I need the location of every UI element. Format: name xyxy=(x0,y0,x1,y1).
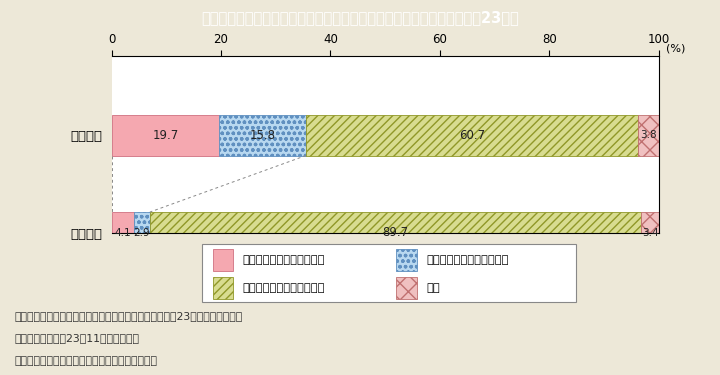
Text: (%): (%) xyxy=(666,44,685,54)
Bar xyxy=(396,277,417,299)
Text: 養育費を受けたことがある: 養育費を受けたことがある xyxy=(426,255,509,265)
Text: 4.1: 4.1 xyxy=(114,228,131,237)
Text: ３．岩手県，宮城県及び福島県を除く。: ３．岩手県，宮城県及び福島県を除く。 xyxy=(14,356,157,366)
Bar xyxy=(396,249,417,271)
Bar xyxy=(641,212,660,253)
Text: 15.8: 15.8 xyxy=(250,129,276,142)
Text: 19.7: 19.7 xyxy=(153,129,179,142)
Text: 現在も養育費を受けている: 現在も養育費を受けている xyxy=(243,255,325,265)
Text: 3.4: 3.4 xyxy=(642,228,658,237)
Text: Ｉ－６－７図　母子世帯及び父子世帯における養育費の受給状況（平成23年）: Ｉ－６－７図 母子世帯及び父子世帯における養育費の受給状況（平成23年） xyxy=(201,10,519,26)
Bar xyxy=(213,249,233,271)
Text: ２．平成23年11月１日現在。: ２．平成23年11月１日現在。 xyxy=(14,333,139,344)
Bar xyxy=(112,115,220,156)
Text: 不詳: 不詳 xyxy=(426,283,440,293)
Bar xyxy=(638,115,659,156)
Text: 60.7: 60.7 xyxy=(459,129,485,142)
Text: 2.9: 2.9 xyxy=(134,228,150,237)
Bar xyxy=(220,115,306,156)
Bar xyxy=(112,212,134,253)
Text: 89.7: 89.7 xyxy=(382,226,408,239)
Text: 養育費を受けたことがない: 養育費を受けたことがない xyxy=(243,283,325,293)
Text: 3.8: 3.8 xyxy=(640,130,657,140)
Text: （備考）１．厚生労働省「全国母子世帯等調査」（平成23年度）より作成。: （備考）１．厚生労働省「全国母子世帯等調査」（平成23年度）より作成。 xyxy=(14,311,243,321)
Bar xyxy=(306,115,638,156)
Bar xyxy=(150,212,641,253)
Bar xyxy=(134,212,150,253)
Bar xyxy=(213,277,233,299)
